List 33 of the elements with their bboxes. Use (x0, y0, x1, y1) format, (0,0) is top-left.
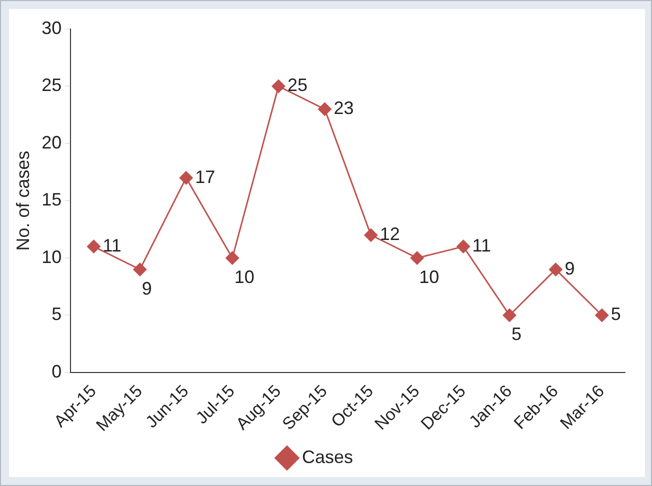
point (225, 250, 240, 265)
y-tick-label: 10 (42, 246, 62, 267)
data-label: 23 (334, 98, 354, 118)
data-label: 5 (512, 324, 522, 344)
legend-label: Cases (302, 446, 354, 467)
point (86, 240, 101, 254)
point (318, 102, 332, 116)
data-label: 9 (142, 278, 152, 298)
point (364, 228, 378, 242)
point (272, 79, 286, 94)
point (594, 308, 609, 322)
point (502, 308, 517, 322)
y-tick-label: 0 (52, 361, 62, 382)
data-label: 9 (564, 258, 575, 278)
data-label: 11 (102, 236, 122, 256)
y-tick-label: 30 (42, 18, 62, 38)
y-tick-label: 5 (52, 304, 62, 324)
point (132, 262, 147, 276)
data-label: 11 (472, 236, 491, 256)
point (410, 250, 424, 265)
y-tick-label: 15 (42, 190, 62, 210)
y-axis-title: No. of cases (12, 150, 33, 251)
point (456, 240, 470, 254)
data-label: 5 (610, 304, 621, 324)
data-label: 12 (380, 224, 400, 244)
data-label: 10 (234, 266, 254, 287)
data-label: 17 (195, 166, 216, 187)
data-label: 25 (288, 75, 308, 96)
point (548, 262, 563, 276)
data-label: 10 (419, 266, 440, 287)
y-tick-label: 20 (42, 132, 62, 152)
y-tick-label: 25 (42, 75, 62, 96)
point (179, 170, 194, 185)
